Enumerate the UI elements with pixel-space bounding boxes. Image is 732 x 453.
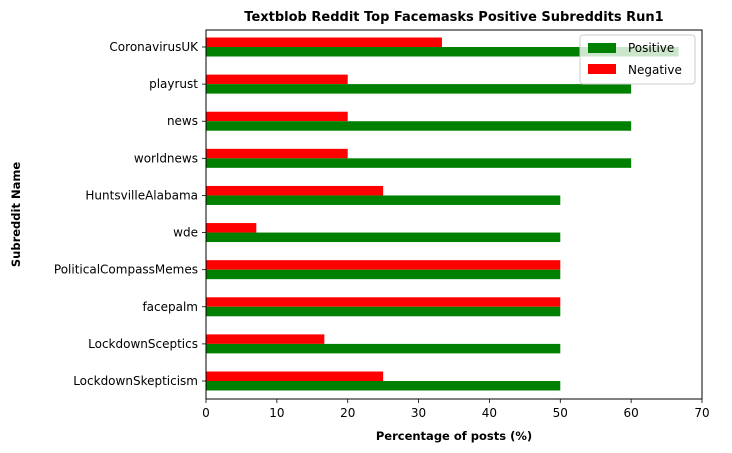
- x-tick-label: 60: [624, 406, 639, 420]
- legend-label-positive: Positive: [628, 41, 674, 55]
- legend: Positive Negative: [579, 34, 696, 85]
- legend-swatch-positive: [588, 43, 616, 53]
- y-tick-label: news: [167, 114, 198, 128]
- x-tick-label: 10: [269, 406, 284, 420]
- y-tick-label: worldnews: [134, 151, 198, 165]
- x-tick-layer: 0 10 20 30 40 50 60 70: [202, 399, 710, 420]
- y-tick-label: CoronavirusUK: [109, 40, 199, 54]
- bar-positive-wde: [206, 232, 561, 243]
- bar-positive-politicalcompassmemes: [206, 269, 561, 280]
- bars-layer: [206, 37, 679, 391]
- bar-positive-lockdownskepticism: [206, 381, 561, 391]
- bar-positive-playrust: [206, 84, 632, 94]
- bar-positive-huntsvillealabama: [206, 195, 561, 205]
- y-tick-label: wde: [173, 226, 198, 240]
- bar-negative-wde: [206, 223, 257, 233]
- y-tick-label: facepalm: [142, 300, 198, 314]
- x-tick-label: 30: [411, 406, 426, 420]
- bar-positive-coronavirusuk: [206, 47, 679, 57]
- bar-negative-facepalm: [206, 297, 561, 307]
- x-tick-label: 50: [553, 406, 568, 420]
- x-axis-label: Percentage of posts (%): [376, 429, 532, 443]
- bar-negative-coronavirusuk: [206, 37, 442, 47]
- legend-label-negative: Negative: [628, 63, 682, 77]
- y-tick-label: HuntsvilleAlabama: [85, 188, 198, 202]
- bar-negative-politicalcompassmemes: [206, 260, 561, 270]
- x-tick-label: 70: [694, 406, 709, 420]
- y-tick-label: LockdownSceptics: [88, 337, 198, 351]
- bar-negative-lockdownsceptics: [206, 334, 325, 344]
- bar-positive-worldnews: [206, 158, 632, 168]
- y-tick-label: LockdownSkepticism: [73, 374, 198, 388]
- bar-negative-huntsvillealabama: [206, 185, 384, 196]
- bar-positive-lockdownsceptics: [206, 343, 561, 354]
- bar-positive-news: [206, 121, 632, 131]
- y-tick-label: PoliticalCompassMemes: [54, 263, 198, 277]
- bar-negative-playrust: [206, 74, 348, 85]
- chart-title: Textblob Reddit Top Facemasks Positive S…: [244, 10, 663, 25]
- y-tick-layer: CoronavirusUK playrust news worldnews Huntsv…: [54, 40, 206, 388]
- y-axis-label: Subreddit Name: [9, 162, 23, 267]
- x-tick-label: 0: [202, 406, 210, 420]
- legend-swatch-negative: [588, 64, 616, 74]
- x-tick-label: 20: [340, 406, 355, 420]
- bar-negative-news: [206, 111, 348, 122]
- bar-negative-lockdownskepticism: [206, 371, 384, 381]
- bar-negative-worldnews: [206, 148, 348, 159]
- y-tick-label: playrust: [149, 77, 198, 91]
- x-tick-label: 40: [482, 406, 497, 420]
- plot-frame: [205, 29, 703, 400]
- bar-positive-facepalm: [206, 306, 561, 317]
